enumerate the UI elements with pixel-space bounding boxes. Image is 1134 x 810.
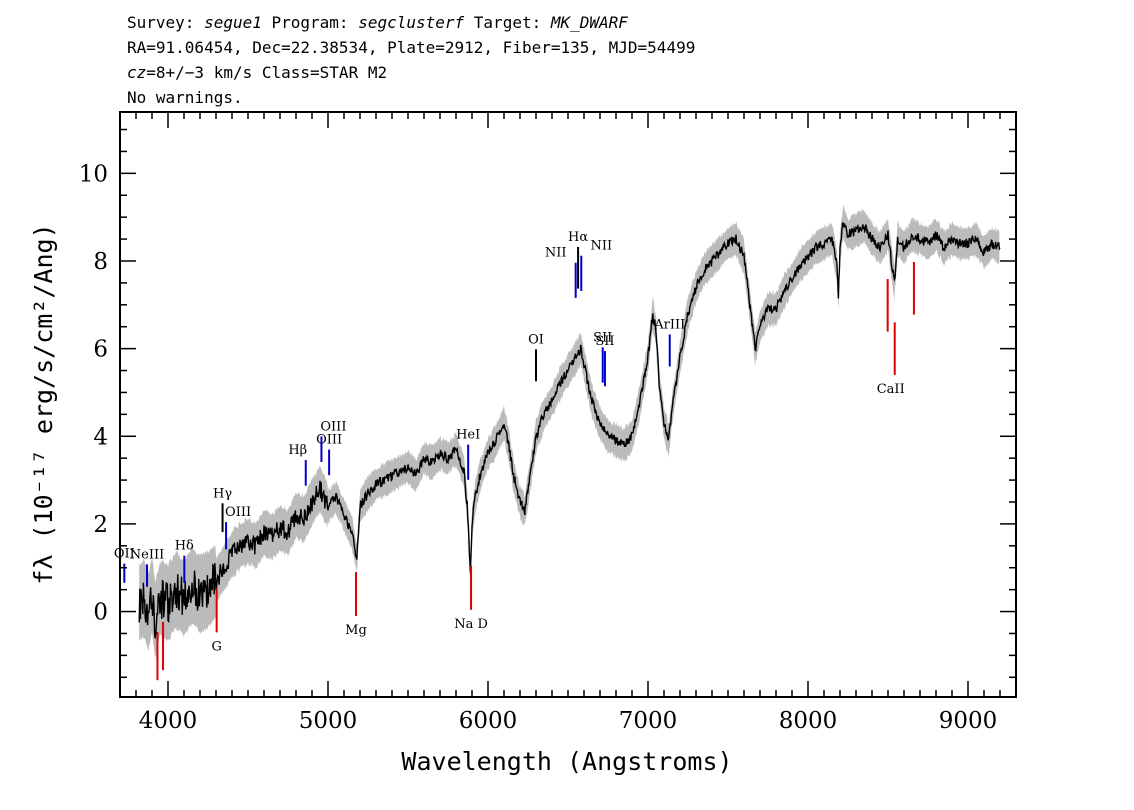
flux-error-band <box>139 205 1000 658</box>
emission-line-label: OI <box>528 332 544 347</box>
emission-line-label: OIII <box>316 433 342 448</box>
emission-line-label: Hδ <box>175 539 194 554</box>
y-tick-label: 8 <box>93 249 108 275</box>
cz-value: =8+/−3 km/s <box>146 63 252 82</box>
program-value: segclusterf <box>358 13 464 32</box>
emission-line-label: SII <box>593 330 612 345</box>
survey-label: Survey: <box>127 13 204 32</box>
absorption-line-label: CaII <box>877 382 905 397</box>
flux-series-line <box>138 222 1001 639</box>
cz-label: cz <box>127 63 146 82</box>
x-tick-label: 9000 <box>939 708 998 734</box>
x-tick-label: 4000 <box>139 708 198 734</box>
emission-line-label: Hγ <box>213 486 232 501</box>
absorption-line-label: G <box>211 639 221 654</box>
emission-line-label: ArIII <box>653 317 685 332</box>
error-band-layer <box>139 205 1000 658</box>
x-tick-label: 6000 <box>459 708 518 734</box>
header-line-1: Survey: segue1 Program: segclusterf Targ… <box>127 13 628 32</box>
target-value: MK_DWARF <box>550 13 628 32</box>
y-axis-title: fλ (10⁻¹⁷ erg/s/cm²/Ang) <box>29 223 58 584</box>
header-line-2: RA=91.06454, Dec=22.38534, Plate=2912, F… <box>127 38 695 57</box>
emission-line-label: NII <box>590 239 612 254</box>
program-label: Program: <box>262 13 358 32</box>
header-line-3: cz=8+/−3 km/s Class=STAR M2 <box>127 63 387 82</box>
x-axis-title: Wavelength (Angstroms) <box>401 747 732 776</box>
absorption-line-label: Na D <box>454 617 488 632</box>
emission-line-label: Hβ <box>288 443 307 458</box>
emission-line-label: SII <box>595 334 614 349</box>
absorption-line-label: Mg <box>345 623 367 638</box>
class-text: Class=STAR M2 <box>252 63 387 82</box>
y-tick-label: 0 <box>93 600 108 626</box>
emission-line-label: OIII <box>320 419 346 434</box>
emission-line-label: NeIII <box>130 547 164 562</box>
target-label: Target: <box>464 13 551 32</box>
emission-line-label: HeI <box>456 428 480 443</box>
emission-line-label: Hα <box>568 230 588 245</box>
flux-layer <box>138 222 1001 639</box>
x-tick-label: 5000 <box>299 708 358 734</box>
y-tick-label: 4 <box>93 424 108 450</box>
ticks-layer: 4000 5000 6000 7000 8000 9000 0 2 4 6 8 10 <box>79 112 1016 734</box>
x-tick-label: 7000 <box>619 708 678 734</box>
x-tick-label: 8000 <box>779 708 838 734</box>
header-line-4: No warnings. <box>127 88 243 107</box>
emission-line-label: OIII <box>225 505 251 520</box>
emission-line-label: NII <box>545 246 567 261</box>
y-tick-label: 6 <box>93 337 108 363</box>
y-tick-label: 10 <box>79 161 108 187</box>
plot-frame <box>119 111 1017 698</box>
y-tick-label: 2 <box>93 512 108 538</box>
survey-value: segue1 <box>204 13 262 32</box>
